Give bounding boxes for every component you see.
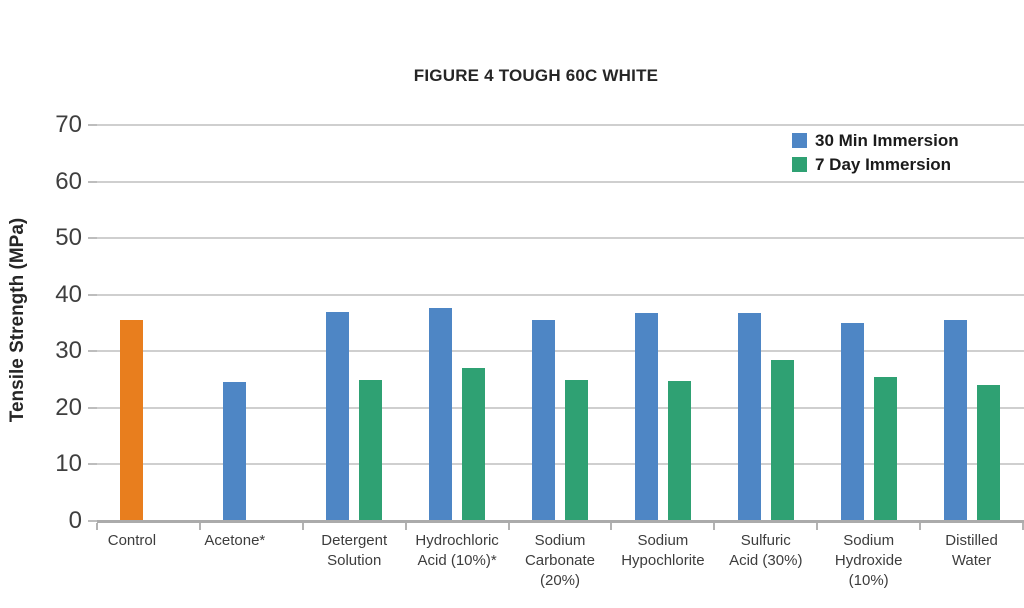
y-tick-label-40: 40 <box>55 280 82 308</box>
x-tick-1 <box>198 523 201 530</box>
y-tick-0 <box>88 520 97 522</box>
bar-7-day-immersion-distilled-water <box>976 385 1000 521</box>
x-tick-7 <box>816 523 819 530</box>
category-label-distilled-water: Distilled Water <box>945 532 998 569</box>
x-tick-6 <box>713 523 716 530</box>
bar-30-min-immersion-acetone <box>223 382 247 521</box>
legend-item-30-min-immersion: 30 Min Immersion <box>792 131 959 150</box>
y-tick-70 <box>88 124 97 126</box>
bar-30-min-immersion-sulfuric-acid-30 <box>737 312 761 521</box>
bar-30-min-immersion-sodium-carbonate-20 <box>532 320 555 521</box>
bar-30-min-immersion-distilled-water <box>943 320 967 521</box>
legend-swatch-icon <box>792 133 807 148</box>
gridline-50 <box>97 237 1024 240</box>
category-label-sodium-carbonate-20: Sodium Carbonate (20%) <box>524 532 596 589</box>
y-tick-label-50: 50 <box>55 224 82 252</box>
bar-7-day-immersion-sodium-hydroxide-10 <box>873 376 897 521</box>
bar-30-min-immersion-hydrochloric-acid-10 <box>429 307 453 521</box>
y-tick-label-20: 20 <box>55 393 82 421</box>
x-tick-5 <box>610 523 613 530</box>
y-tick-20 <box>88 406 97 409</box>
y-tick-label-0: 0 <box>68 507 82 534</box>
category-label-hydrochloric-acid-10: Hydrochloric Acid (10%)* <box>415 532 499 569</box>
gridline-10 <box>97 463 1024 466</box>
legend-label: 30 Min Immersion <box>815 130 959 150</box>
bar-7-day-immersion-sodium-carbonate-20 <box>565 379 588 521</box>
bar-30-min-immersion-sodium-hypochlorite <box>634 313 658 521</box>
bar-7-day-immersion-sulfuric-acid-30 <box>770 359 794 521</box>
y-tick-30 <box>88 350 97 353</box>
category-label-detergent-solution: Detergent Solution <box>321 532 388 569</box>
x-tick-4 <box>507 523 510 530</box>
gridline-70 <box>97 124 1024 126</box>
y-tick-label-10: 10 <box>55 450 82 478</box>
legend: 30 Min Immersion 7 Day Immersion <box>792 131 959 174</box>
category-label-sodium-hypochlorite: Sodium Hypochlorite <box>621 532 705 569</box>
gridline-40 <box>97 293 1024 296</box>
category-label-control: Control <box>107 532 157 549</box>
legend-label: 7 Day Immersion <box>815 154 952 174</box>
category-label-sulfuric-acid-30: Sulfuric Acid (30%) <box>729 532 803 569</box>
bar-7-day-immersion-detergent-solution <box>359 379 383 521</box>
x-axis-line <box>97 520 1024 523</box>
y-tick-10 <box>88 463 97 466</box>
legend-swatch-icon <box>792 157 807 172</box>
bar-30-min-immersion-detergent-solution <box>326 311 350 521</box>
x-tick-9 <box>1022 523 1024 530</box>
y-tick-label-70: 70 <box>55 111 82 138</box>
x-tick-0 <box>96 523 98 530</box>
category-label-sodium-hydroxide-10: Sodium Hydroxide (10%) <box>834 532 903 589</box>
bar-30-min-immersion-control <box>120 320 144 521</box>
category-label-acetone: Acetone* <box>204 532 266 549</box>
y-tick-label-60: 60 <box>55 167 82 195</box>
bar-7-day-immersion-sodium-hypochlorite <box>667 380 691 521</box>
y-tick-label-30: 30 <box>55 337 82 365</box>
bar-7-day-immersion-hydrochloric-acid-10 <box>462 367 486 521</box>
x-tick-2 <box>301 523 304 530</box>
gridline-60 <box>97 180 1024 183</box>
legend-item-7-day-immersion: 7 Day Immersion <box>792 155 959 174</box>
x-tick-3 <box>404 523 407 530</box>
gridline-30 <box>97 350 1024 353</box>
chart-title: FIGURE 4 TOUGH 60C WHITE <box>413 66 659 85</box>
x-tick-8 <box>919 523 922 530</box>
gridline-20 <box>97 406 1024 409</box>
y-tick-60 <box>88 180 97 183</box>
y-tick-50 <box>88 237 97 240</box>
bar-30-min-immersion-sodium-hydroxide-10 <box>840 323 864 521</box>
y-tick-40 <box>88 293 97 296</box>
